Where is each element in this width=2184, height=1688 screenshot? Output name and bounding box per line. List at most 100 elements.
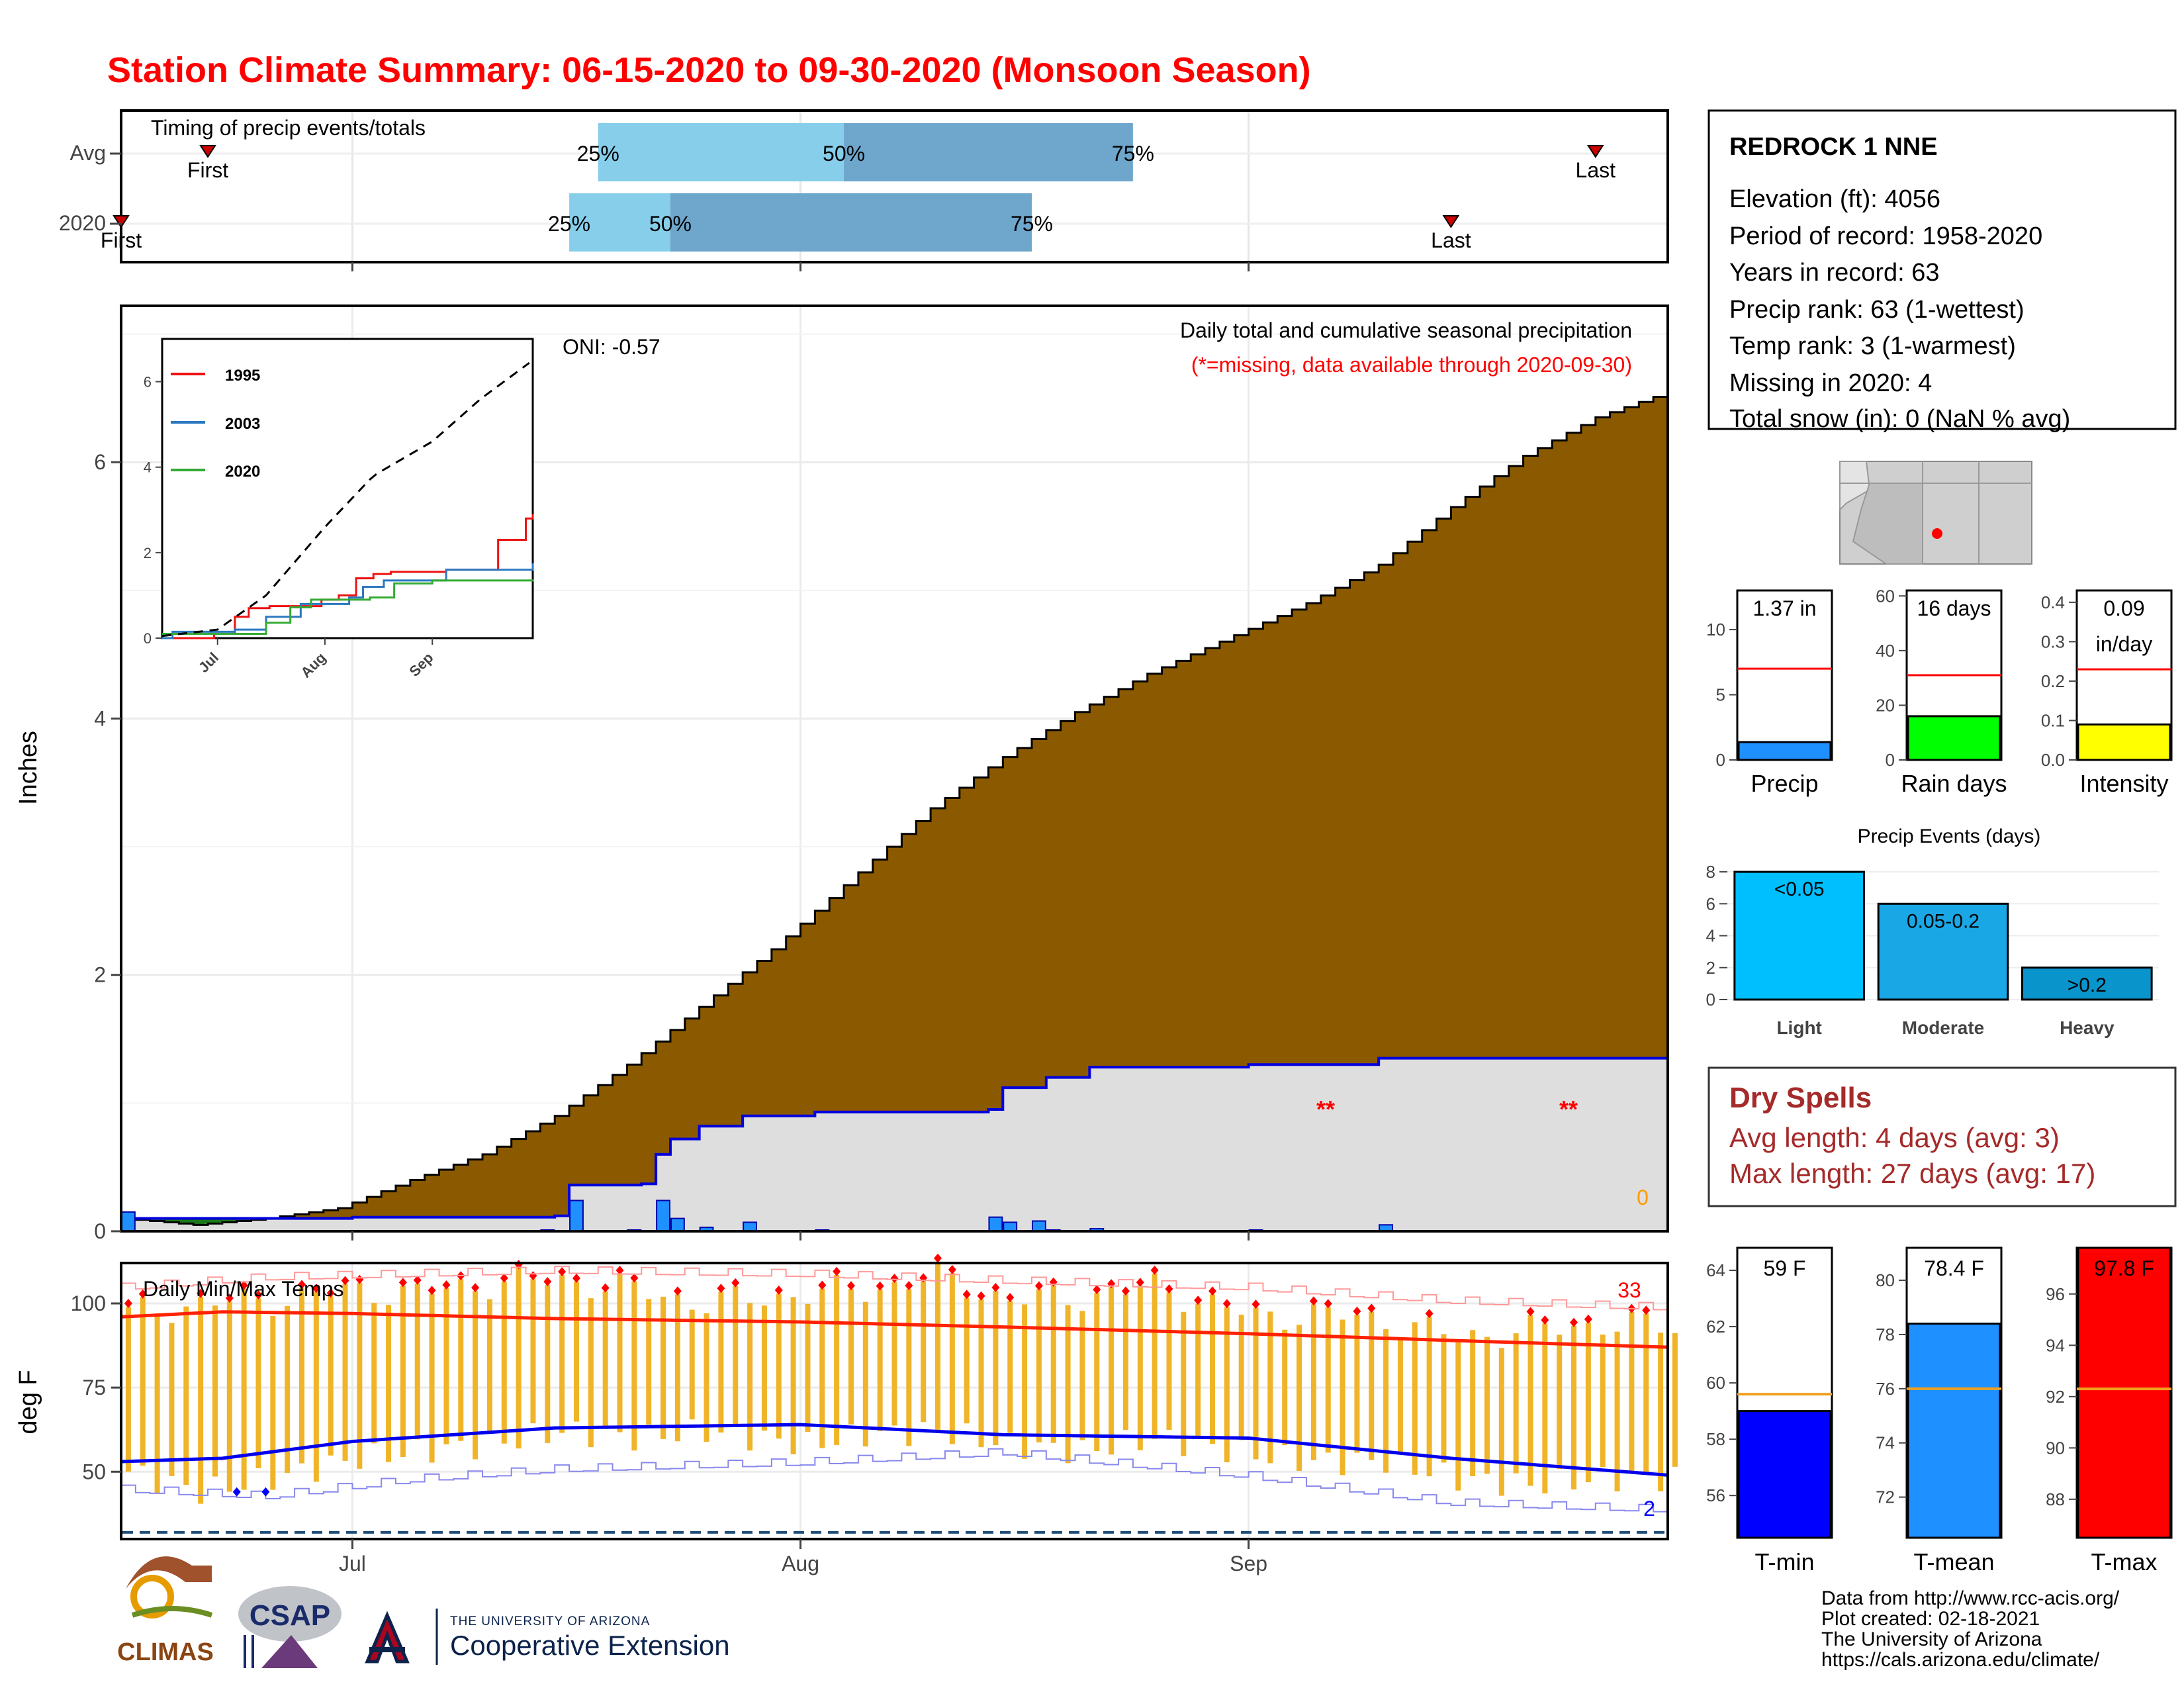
first-event-label: First: [101, 228, 142, 252]
missing-mark-1: **: [1316, 1096, 1335, 1123]
daily-precip-bar: [670, 1217, 685, 1232]
temp-y-tick-label: 75: [82, 1376, 106, 1399]
events-y-tick-label: 0: [1706, 990, 1715, 1009]
q50-label: 50%: [649, 212, 692, 236]
avg-cumulative-line: [121, 391, 1669, 1226]
record-high-marker: [774, 1286, 783, 1295]
last-event-label: Last: [1431, 228, 1471, 252]
daily-precip-bar: [569, 1199, 584, 1232]
events-y-tick-label: 4: [1706, 926, 1715, 946]
record-high-marker: [833, 1266, 841, 1276]
summary-bar-tick-label: 20: [1876, 695, 1895, 715]
record-high-marker: [934, 1253, 942, 1263]
record-high-marker: [558, 1267, 567, 1277]
record-high-marker: [1136, 1278, 1144, 1288]
temp-summary-tick-label: 90: [2046, 1438, 2065, 1458]
temp-y-tick-label: 50: [82, 1460, 106, 1483]
precip-event-bar-label: >0.2: [2068, 974, 2107, 996]
q25-label: 25%: [577, 142, 619, 165]
summary-bar-value: 0.09: [2103, 596, 2144, 620]
record-high-marker: [543, 1277, 552, 1287]
record-high-marker: [500, 1273, 508, 1283]
cumulative-2020-area: [121, 1055, 1668, 1231]
precip-event-category: Light: [1776, 1017, 1821, 1038]
temp-summary-tick-label: 62: [1706, 1317, 1725, 1336]
summary-bar-tick-label: 5: [1716, 685, 1725, 705]
record-low-marker: [261, 1487, 270, 1497]
first-event-label: First: [187, 158, 228, 182]
temp-summary-t-min: 56 58 60 62 64 59 F T-min: [1706, 1246, 1833, 1575]
record-high-marker: [398, 1278, 407, 1288]
record-high-marker: [1324, 1299, 1332, 1309]
record-high-marker: [1425, 1309, 1433, 1319]
record-high-marker: [673, 1286, 682, 1296]
summary-bar-value-unit: in/day: [2096, 632, 2152, 656]
quartile-box-upper: [670, 193, 1032, 252]
record-high-marker: [977, 1291, 985, 1301]
record-high-marker: [312, 1284, 320, 1293]
temp-summary-tick-label: 94: [2046, 1335, 2065, 1355]
record-low-marker: [232, 1487, 241, 1497]
inset-line-2020: [162, 579, 534, 635]
record-high-marker: [124, 1299, 132, 1309]
temp-summary-label: T-mean: [1913, 1548, 1994, 1575]
record-high-marker: [1570, 1317, 1578, 1327]
timing-row-label-2020: 2020: [59, 211, 106, 235]
record-high-marker: [615, 1266, 624, 1276]
arizona-locator-map: [1839, 461, 2032, 565]
record-high-marker: [991, 1282, 1000, 1292]
precip-event-bar: [2021, 966, 2153, 1001]
record-high-marker: [846, 1281, 855, 1291]
record-high-marker: [890, 1274, 899, 1284]
temp-summary-tick-label: 72: [1876, 1487, 1895, 1507]
record-high-marker: [876, 1281, 884, 1291]
record-high-marker: [1093, 1285, 1101, 1295]
temp-summary-fill: [2077, 1246, 2171, 1539]
station-line-elevation: Elevation (ft): 4056: [1729, 185, 1940, 213]
precip-events-title: Precip Events (days): [1858, 825, 2041, 847]
avg-cumulative-area-top: [280, 391, 1668, 1219]
temp-summary-label: T-max: [2091, 1548, 2157, 1575]
record-high-marker: [1034, 1281, 1043, 1291]
station-line-period: Period of record: 1958-2020: [1729, 222, 2042, 250]
q50-label: 50%: [823, 142, 865, 165]
hot-day-count: 33: [1617, 1278, 1641, 1302]
temp-summary-tick-label: 78: [1876, 1325, 1895, 1344]
record-high-marker: [197, 1288, 205, 1298]
credit-line-2: Plot created: 02-18-2021: [1821, 1608, 2040, 1630]
zero-count: 0: [1637, 1186, 1649, 1209]
record-high-marker: [905, 1281, 913, 1291]
avg-tmax-line: [120, 1310, 1668, 1349]
daily-precip-bar: [656, 1199, 670, 1232]
record-high-marker: [731, 1278, 740, 1288]
credit-line-3: The University of Arizona: [1821, 1628, 2042, 1650]
record-high-marker: [948, 1265, 956, 1275]
climas-wordmark: CLIMAS: [117, 1638, 214, 1666]
daily-precip-bar: [743, 1221, 758, 1232]
precip-ylabel: Inches: [15, 731, 42, 805]
q75-label: 75%: [1112, 142, 1154, 165]
summary-bar-precip: 0 5 10 1.37 in Precip: [1706, 589, 1833, 797]
record-high-marker: [240, 1280, 248, 1290]
timing-heading: Timing of precip events/totals: [151, 116, 426, 140]
temp-summary-tick-label: 80: [1876, 1270, 1895, 1290]
summary-bar-fill: [1737, 741, 1832, 761]
station-line-missing: Missing in 2020: 4: [1729, 369, 1932, 397]
record-high-marker: [1121, 1286, 1130, 1296]
temp-summary-t-mean: 72 74 76 78 80 78.4 F T-mean: [1876, 1246, 2003, 1575]
station-info: REDROCK 1 NNE Elevation (ft): 4056 Perio…: [1707, 109, 2177, 433]
record-low-line: [121, 1448, 1668, 1513]
avg-tmin-line: [120, 1423, 1668, 1477]
precip-y-tick-label: 0: [94, 1219, 106, 1243]
dry-spells-title: Dry Spells: [1729, 1082, 1872, 1114]
month-label: Jul: [339, 1552, 366, 1575]
temp-summary-tick-label: 60: [1706, 1373, 1725, 1393]
station-line-temp-rank: Temp rank: 3 (1-warmest): [1729, 332, 2016, 360]
summary-bar-tick-label: 0.3: [2041, 632, 2065, 651]
temp-y-tick-label: 100: [71, 1291, 106, 1315]
footer: CLIMAS CSAP THE UNIVERSITY OF ARIZONA Co…: [117, 1556, 2120, 1671]
first-event-marker: [199, 145, 216, 158]
cold-day-count: 2: [1643, 1497, 1655, 1521]
record-high-marker: [1309, 1296, 1318, 1306]
precip-heading: Daily total and cumulative seasonal prec…: [1180, 318, 1632, 342]
